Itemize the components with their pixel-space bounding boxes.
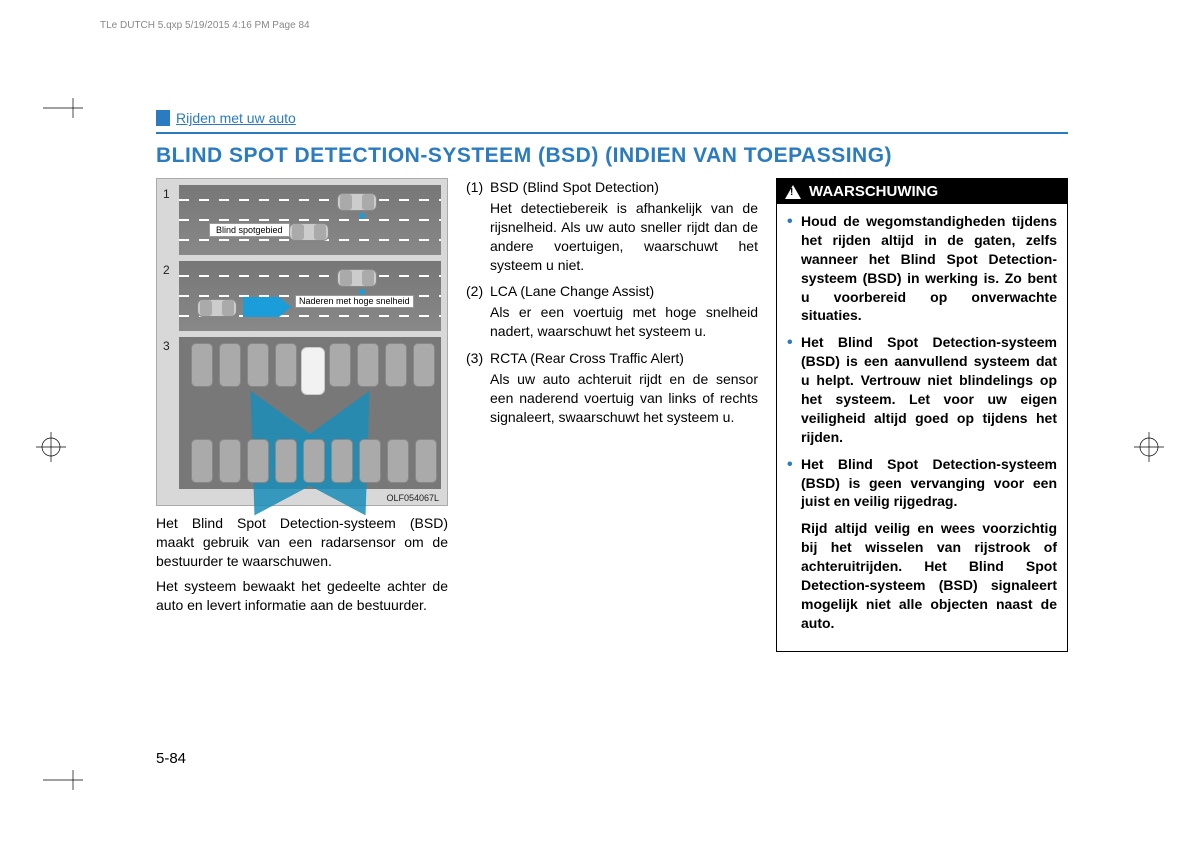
heading-rule	[156, 132, 1068, 134]
warning-text: Het Blind Spot Detection-systeem (BSD) i…	[801, 455, 1057, 512]
file-header-meta: TLe DUTCH 5.qxp 5/19/2015 4:16 PM Page 8…	[100, 20, 310, 31]
list-item: (1) BSD (Blind Spot Detection)	[466, 178, 758, 197]
warning-item: • Het Blind Spot Detection-systeem (BSD)…	[787, 455, 1057, 512]
approach-label: Naderen met hoge snelheid	[295, 295, 414, 308]
item-number: (2)	[466, 282, 490, 301]
blind-spot-label: Blind spotgebied	[209, 223, 290, 237]
registration-mark-icon	[36, 432, 66, 462]
item-title: RCTA (Rear Cross Traffic Alert)	[490, 349, 758, 368]
registration-mark-icon	[1134, 432, 1164, 462]
item-title: LCA (Lane Change Assist)	[490, 282, 758, 301]
panel-number: 2	[163, 263, 170, 277]
page-content: Rijden met uw auto BLIND SPOT DETECTION-…	[156, 110, 1068, 652]
panel-number: 3	[163, 339, 170, 353]
list-item: (3) RCTA (Rear Cross Traffic Alert)	[466, 349, 758, 368]
warning-icon	[785, 185, 801, 199]
body-paragraph: Het Blind Spot Detection-systeem (BSD) m…	[156, 514, 448, 571]
item-body: Als uw auto achteruit rijdt en de sensor…	[490, 370, 758, 427]
page-number: 5-84	[156, 750, 186, 767]
bullet-icon: •	[787, 455, 801, 512]
crop-mark-icon	[43, 98, 83, 118]
column-left: 1 2 3 Blind spotgebied	[156, 178, 448, 652]
section-label-row: Rijden met uw auto	[156, 110, 1068, 126]
warning-text: Houd de wegomstandigheden tijdens het ri…	[801, 212, 1057, 325]
column-middle: (1) BSD (Blind Spot Detection) Het detec…	[466, 178, 758, 652]
figure-code: OLF054067L	[386, 493, 439, 503]
panel-number: 1	[163, 187, 170, 201]
warning-item: • Het Blind Spot Detection-systeem (BSD)…	[787, 333, 1057, 446]
bullet-icon: •	[787, 212, 801, 325]
list-item: (2) LCA (Lane Change Assist)	[466, 282, 758, 301]
warning-continuation: Rijd altijd veilig en wees voorzichtig b…	[801, 519, 1057, 632]
bsd-diagram: 1 2 3 Blind spotgebied	[156, 178, 448, 506]
diagram-panel-2: Naderen met hoge snelheid	[179, 261, 441, 331]
warning-box: WAARSCHUWING • Houd de wegomstandigheden…	[776, 178, 1068, 652]
warning-item: • Houd de wegomstandigheden tijdens het …	[787, 212, 1057, 325]
item-number: (3)	[466, 349, 490, 368]
crop-mark-icon	[43, 770, 83, 790]
bullet-icon: •	[787, 333, 801, 446]
item-body: Als er een voertuig met hoge snelheid na…	[490, 303, 758, 341]
body-paragraph: Het systeem bewaakt het gedeelte achter …	[156, 577, 448, 615]
section-marker-icon	[156, 110, 170, 126]
item-title: BSD (Blind Spot Detection)	[490, 178, 758, 197]
warning-text: Het Blind Spot Detection-systeem (BSD) i…	[801, 333, 1057, 446]
diagram-panel-1: Blind spotgebied	[179, 185, 441, 255]
item-body: Het detectiebereik is afhankelijk van de…	[490, 199, 758, 275]
warning-title: WAARSCHUWING	[809, 183, 938, 200]
column-right: WAARSCHUWING • Houd de wegomstandigheden…	[776, 178, 1068, 652]
arrow-icon	[243, 297, 279, 317]
warning-header: WAARSCHUWING	[777, 179, 1067, 204]
page-title: BLIND SPOT DETECTION-SYSTEEM (BSD) (INDI…	[156, 144, 1068, 168]
section-label: Rijden met uw auto	[176, 110, 296, 126]
diagram-panel-3	[179, 337, 441, 489]
item-number: (1)	[466, 178, 490, 197]
